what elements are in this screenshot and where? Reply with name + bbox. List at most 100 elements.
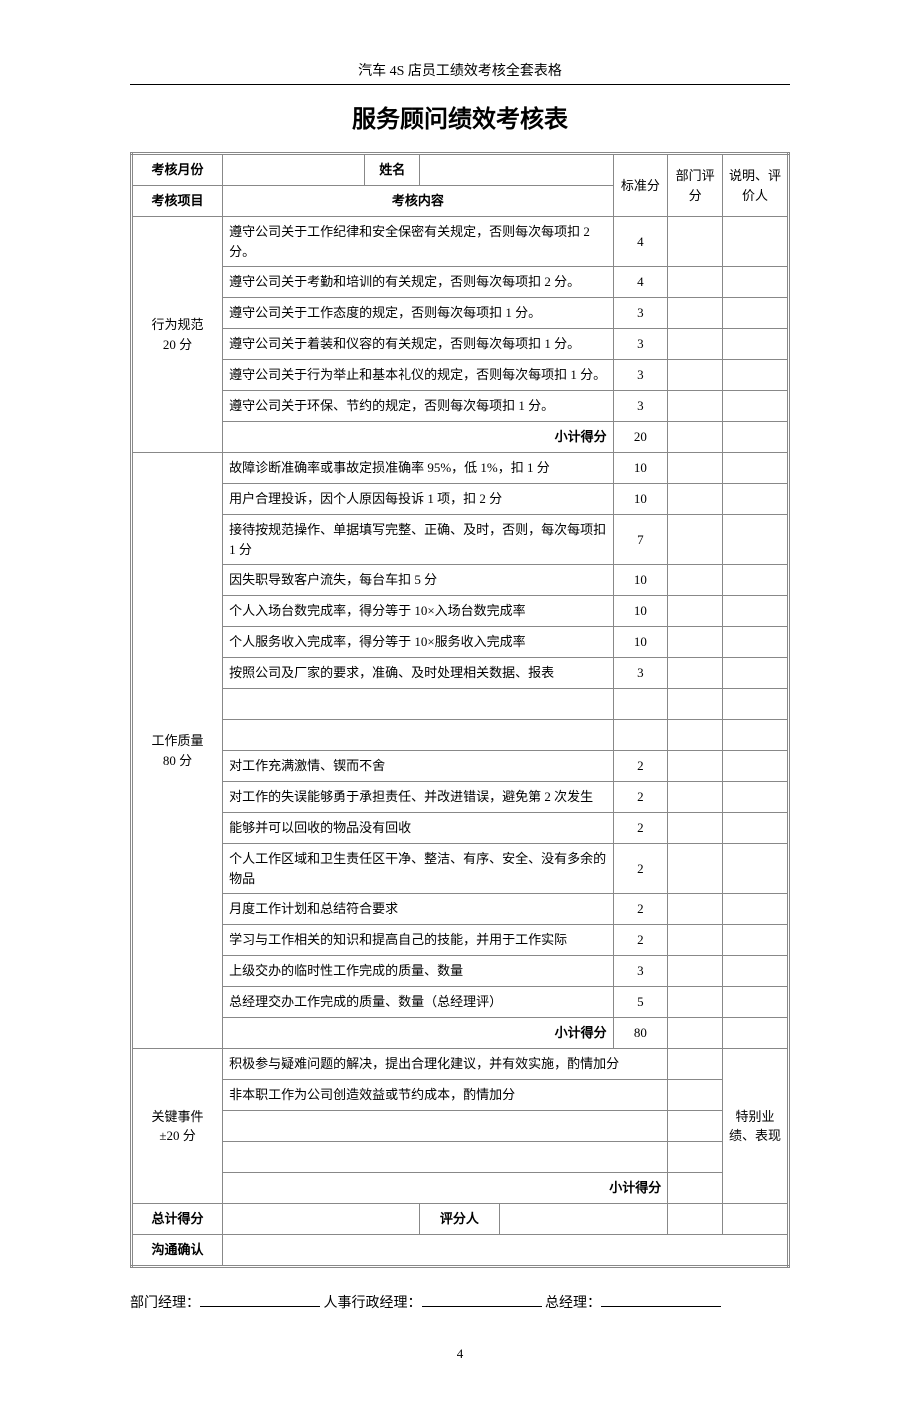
score-cell: 10 (613, 627, 668, 658)
running-head: 汽车 4S 店员工绩效考核全套表格 (130, 60, 790, 80)
table-row: 上级交办的临时性工作完成的质量、数量3 (132, 956, 789, 987)
note-cell (722, 987, 788, 1018)
score-cell: 3 (613, 956, 668, 987)
section-name: 行为规范 (152, 317, 204, 332)
note-cell (722, 565, 788, 596)
score-cell: 3 (613, 329, 668, 360)
content-cell: 遵守公司关于工作态度的规定，否则每次每项扣 1 分。 (223, 298, 614, 329)
dept-cell (668, 422, 723, 453)
total-row: 总计得分 评分人 (132, 1204, 789, 1235)
note-cell (722, 925, 788, 956)
score-cell: 10 (613, 453, 668, 484)
table-row: 能够并可以回收的物品没有回收2 (132, 813, 789, 844)
note-cell (722, 453, 788, 484)
table-row: 个人入场台数完成率，得分等于 10×入场台数完成率10 (132, 596, 789, 627)
section-name: 关键事件 (152, 1109, 204, 1124)
dept-cell (668, 894, 723, 925)
section-score: 80 分 (163, 753, 192, 768)
table-row (132, 689, 789, 720)
note-cell (722, 1018, 788, 1049)
subtotal-label: 小计得分 (223, 422, 614, 453)
dept-cell (668, 217, 723, 267)
table-row: 对工作的失误能够勇于承担责任、并改进错误，避免第 2 次发生2 (132, 782, 789, 813)
note-cell (722, 813, 788, 844)
section-behavior: 行为规范 20 分 (132, 217, 223, 453)
rater-label: 评分人 (420, 1204, 500, 1235)
dept-cell (668, 689, 723, 720)
content-cell: 对工作的失误能够勇于承担责任、并改进错误，避免第 2 次发生 (223, 782, 614, 813)
dept-cell (668, 1204, 723, 1235)
content-cell (223, 720, 614, 751)
content-cell: 上级交办的临时性工作完成的质量、数量 (223, 956, 614, 987)
dept-cell (668, 1142, 723, 1173)
total-value (223, 1204, 420, 1235)
content-cell: 遵守公司关于工作纪律和安全保密有关规定，否则每次每项扣 2 分。 (223, 217, 614, 267)
content-cell: 遵守公司关于行为举止和基本礼仪的规定，否则每次每项扣 1 分。 (223, 360, 614, 391)
dept-cell (668, 565, 723, 596)
table-row (132, 1142, 789, 1173)
score-cell: 3 (613, 391, 668, 422)
table-row: 接待按规范操作、单据填写完整、正确、及时，否则，每次每项扣 1 分7 (132, 515, 789, 565)
table-row: 遵守公司关于环保、节约的规定，否则每次每项扣 1 分。 3 (132, 391, 789, 422)
table-row: 对工作充满激情、锲而不舍2 (132, 751, 789, 782)
head-rule (130, 84, 790, 85)
rater-value (499, 1204, 668, 1235)
note-cell (722, 720, 788, 751)
note-cell (722, 751, 788, 782)
score-cell: 2 (613, 844, 668, 894)
table-row: 总经理交办工作完成的质量、数量（总经理评）5 (132, 987, 789, 1018)
dept-cell (668, 1018, 723, 1049)
dept-cell (668, 360, 723, 391)
dept-cell (668, 1049, 723, 1080)
sig-line (601, 1306, 721, 1307)
subtotal-label: 小计得分 (223, 1173, 668, 1204)
score-cell: 3 (613, 298, 668, 329)
note-label: 说明、评价人 (722, 154, 788, 217)
dept-cell (668, 627, 723, 658)
dept-cell (668, 844, 723, 894)
subtotal-label: 小计得分 (223, 1018, 614, 1049)
content-cell: 故障诊断准确率或事故定损准确率 95%，低 1%，扣 1 分 (223, 453, 614, 484)
page-number: 4 (130, 1346, 790, 1362)
dept-cell (668, 720, 723, 751)
note-cell (722, 894, 788, 925)
section-score: ±20 分 (159, 1128, 195, 1143)
dept-cell (668, 453, 723, 484)
sig-line (422, 1306, 542, 1307)
table-row: 因失职导致客户流失，每台车扣 5 分10 (132, 565, 789, 596)
subtotal-row: 小计得分 (132, 1173, 789, 1204)
total-label: 总计得分 (132, 1204, 223, 1235)
dept-cell (668, 1111, 723, 1142)
table-row (132, 1111, 789, 1142)
subtotal-value: 80 (613, 1018, 668, 1049)
note-cell (722, 658, 788, 689)
confirm-value (223, 1235, 789, 1267)
std-score-label: 标准分 (613, 154, 668, 217)
section-score: 20 分 (163, 337, 192, 352)
confirm-row: 沟通确认 (132, 1235, 789, 1267)
note-cell (722, 782, 788, 813)
content-cell: 个人工作区域和卫生责任区干净、整洁、有序、安全、没有多余的物品 (223, 844, 614, 894)
table-row: 工作质量 80 分 故障诊断准确率或事故定损准确率 95%，低 1%，扣 1 分… (132, 453, 789, 484)
subtotal-value: 20 (613, 422, 668, 453)
content-cell: 个人入场台数完成率，得分等于 10×入场台数完成率 (223, 596, 614, 627)
content-cell (223, 1111, 668, 1142)
dept-cell (668, 782, 723, 813)
table-row: 关键事件 ±20 分 积极参与疑难问题的解决，提出合理化建议，并有效实施，酌情加… (132, 1049, 789, 1080)
gm-label: 总经理： (545, 1296, 601, 1311)
note-cell (722, 627, 788, 658)
section-quality: 工作质量 80 分 (132, 453, 223, 1049)
score-cell: 2 (613, 782, 668, 813)
score-cell: 2 (613, 894, 668, 925)
content-cell: 非本职工作为公司创造效益或节约成本，酌情加分 (223, 1080, 668, 1111)
dept-cell (668, 987, 723, 1018)
score-cell: 4 (613, 217, 668, 267)
dept-cell (668, 1173, 723, 1204)
section-key-event: 关键事件 ±20 分 (132, 1049, 223, 1204)
score-cell (613, 720, 668, 751)
note-cell (722, 217, 788, 267)
table-row: 个人工作区域和卫生责任区干净、整洁、有序、安全、没有多余的物品2 (132, 844, 789, 894)
dept-cell (668, 298, 723, 329)
note-cell (722, 1204, 788, 1235)
content-cell: 遵守公司关于考勤和培训的有关规定，否则每次每项扣 2 分。 (223, 267, 614, 298)
